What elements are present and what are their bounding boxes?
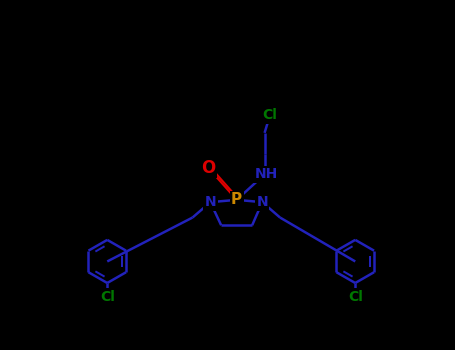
Text: N: N — [257, 195, 268, 209]
Text: Cl: Cl — [100, 290, 115, 304]
Text: P: P — [231, 193, 242, 207]
Text: O: O — [201, 159, 215, 176]
Text: N: N — [204, 195, 216, 209]
Text: NH: NH — [254, 167, 278, 181]
Text: Cl: Cl — [348, 290, 363, 304]
Text: Cl: Cl — [263, 108, 278, 122]
